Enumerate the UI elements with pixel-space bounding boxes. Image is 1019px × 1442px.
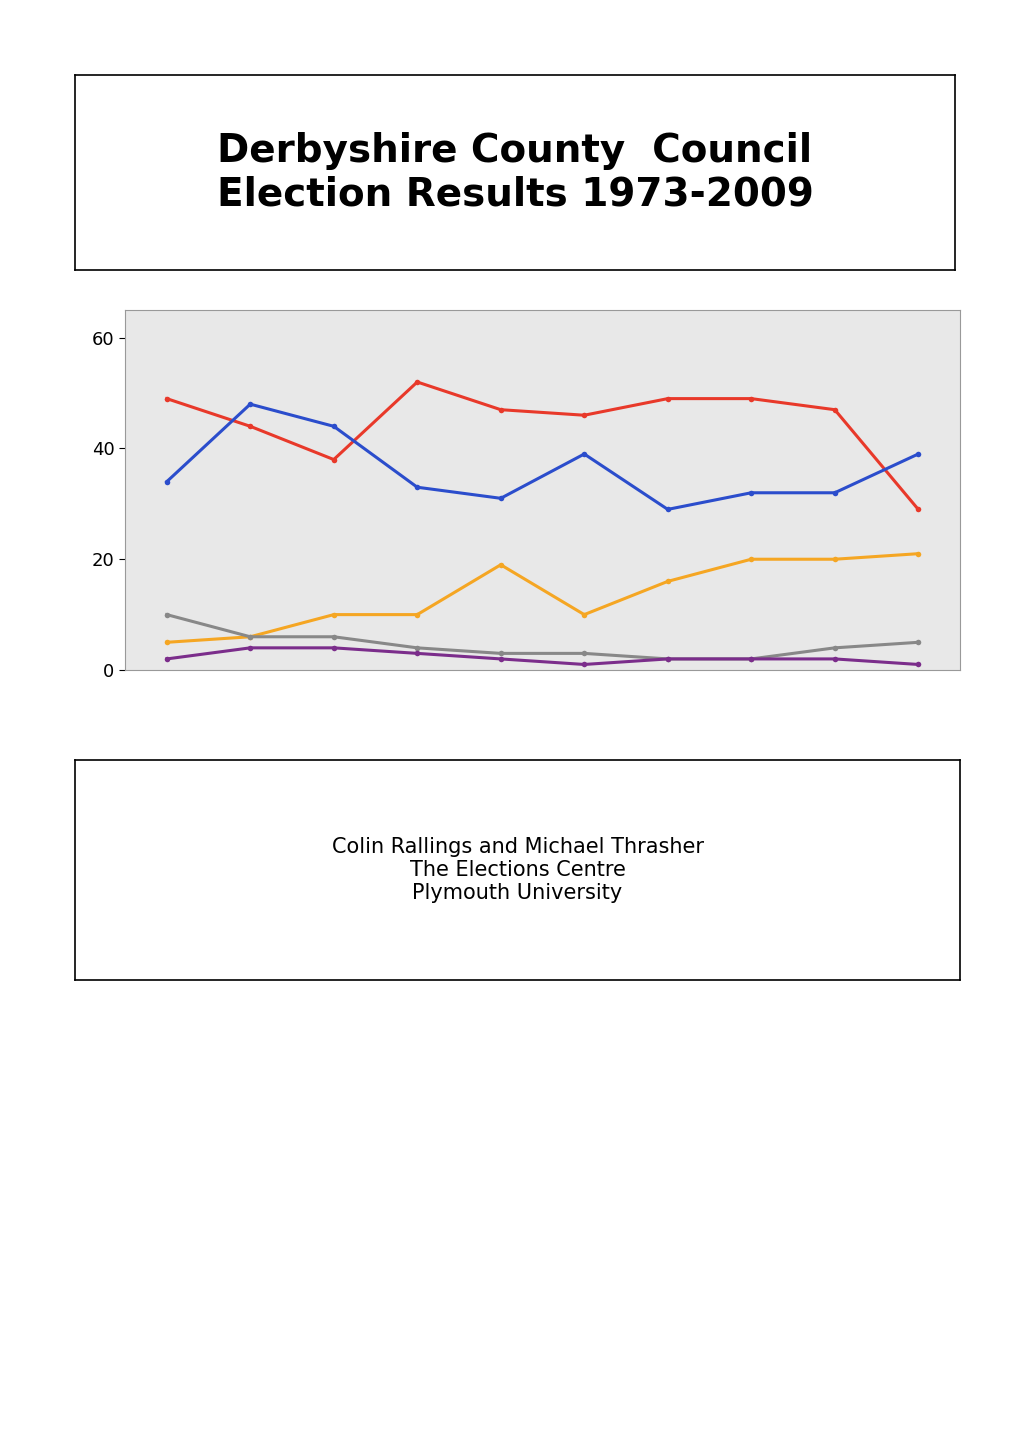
Text: Derbyshire County  Council
Election Results 1973-2009: Derbyshire County Council Election Resul… [216,131,812,213]
Text: Colin Rallings and Michael Thrasher
The Elections Centre
Plymouth University: Colin Rallings and Michael Thrasher The … [331,836,703,903]
